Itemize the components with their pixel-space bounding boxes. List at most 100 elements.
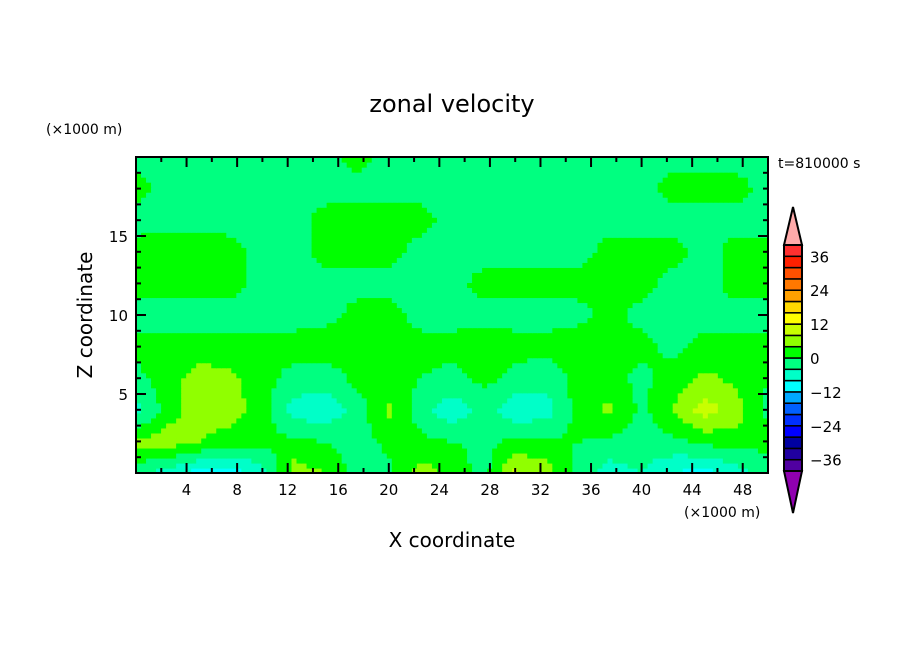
contour-cell <box>146 287 152 294</box>
contour-cell <box>156 352 162 359</box>
contour-cell <box>386 272 393 278</box>
contour-cell <box>682 327 689 334</box>
contour-cell <box>727 407 734 414</box>
contour-cell <box>216 367 222 374</box>
contour-cell <box>376 427 383 434</box>
contour-cell <box>161 417 167 424</box>
contour-cell <box>176 417 182 424</box>
contour-cell <box>737 417 744 424</box>
contour-cell <box>492 327 498 334</box>
contour-cell <box>261 277 268 283</box>
contour-cell <box>502 287 508 294</box>
contour-cell <box>567 297 573 304</box>
contour-cell <box>371 387 378 394</box>
contour-cell <box>622 422 629 429</box>
contour-cell <box>547 332 553 339</box>
contour-cell <box>316 382 323 389</box>
contour-cell <box>366 397 373 404</box>
contour-cell <box>306 432 313 439</box>
contour-cell <box>577 382 584 389</box>
contour-cell <box>752 287 759 294</box>
contour-cell <box>732 462 739 469</box>
contour-cell <box>697 312 704 319</box>
contour-cell <box>236 402 242 409</box>
contour-cell <box>572 387 578 394</box>
contour-cell <box>256 277 262 283</box>
contour-cell <box>647 447 654 454</box>
contour-cell <box>156 307 162 314</box>
contour-cell <box>617 372 624 379</box>
contour-cell <box>151 392 157 399</box>
contour-cell <box>391 312 398 319</box>
contour-cell <box>572 447 578 454</box>
contour-cell <box>396 342 403 349</box>
contour-cell <box>296 392 303 399</box>
contour-cell <box>642 392 649 399</box>
contour-cell <box>301 272 308 278</box>
contour-cell <box>271 422 278 429</box>
contour-cell <box>617 337 624 344</box>
contour-cell <box>517 402 523 409</box>
contour-cell <box>326 307 333 314</box>
contour-cell <box>722 402 729 409</box>
contour-cell <box>532 427 538 434</box>
contour-cell <box>712 447 719 454</box>
contour-cell <box>416 322 423 329</box>
contour-cell <box>552 462 558 469</box>
contour-cell <box>286 362 293 369</box>
contour-cell <box>592 452 599 459</box>
contour-cell <box>356 437 363 444</box>
contour-cell <box>667 322 674 329</box>
contour-cell <box>326 297 333 304</box>
contour-cell <box>146 297 152 304</box>
contour-cell <box>597 277 604 283</box>
contour-cell <box>572 462 578 469</box>
contour-cell <box>602 392 609 399</box>
contour-cell <box>532 397 538 404</box>
contour-cell <box>376 292 383 299</box>
contour-cell <box>682 297 689 304</box>
contour-cell <box>677 467 684 474</box>
contour-cell <box>672 447 679 454</box>
contour-cell <box>281 462 288 469</box>
contour-cell <box>306 372 313 379</box>
contour-cell <box>482 342 488 349</box>
contour-cell <box>266 442 273 449</box>
contour-cell <box>647 417 654 424</box>
contour-cell <box>421 372 428 379</box>
contour-cell <box>196 382 202 389</box>
contour-cell <box>266 412 273 419</box>
contour-cell <box>346 467 353 474</box>
contour-cell <box>752 417 759 424</box>
contour-cell <box>602 402 609 409</box>
contour-cell <box>196 347 202 354</box>
contour-cell <box>517 307 523 314</box>
contour-cell <box>361 462 368 469</box>
contour-cell <box>572 332 578 339</box>
contour-cell <box>572 282 578 289</box>
contour-cell <box>356 432 363 439</box>
contour-cell <box>396 282 403 289</box>
contour-cell <box>637 442 644 449</box>
contour-cell <box>592 372 599 379</box>
contour-cell <box>547 462 553 469</box>
contour-cell <box>517 462 523 469</box>
contour-cell <box>702 442 709 449</box>
contour-cell <box>657 407 664 414</box>
contour-cell <box>391 362 398 369</box>
contour-cell <box>396 297 403 304</box>
contour-cell <box>512 357 518 364</box>
contour-cell <box>597 387 604 394</box>
contour-cell <box>697 417 704 424</box>
contour-cell <box>186 302 192 309</box>
contour-cell <box>241 457 247 464</box>
contour-cell <box>376 332 383 339</box>
contour-cell <box>592 317 599 324</box>
contour-cell <box>421 277 428 283</box>
contour-cell <box>206 427 212 434</box>
contour-cell <box>241 347 247 354</box>
contour-cell <box>577 412 584 419</box>
contour-cell <box>487 392 493 399</box>
contour-cell <box>602 432 609 439</box>
contour-cell <box>241 447 247 454</box>
